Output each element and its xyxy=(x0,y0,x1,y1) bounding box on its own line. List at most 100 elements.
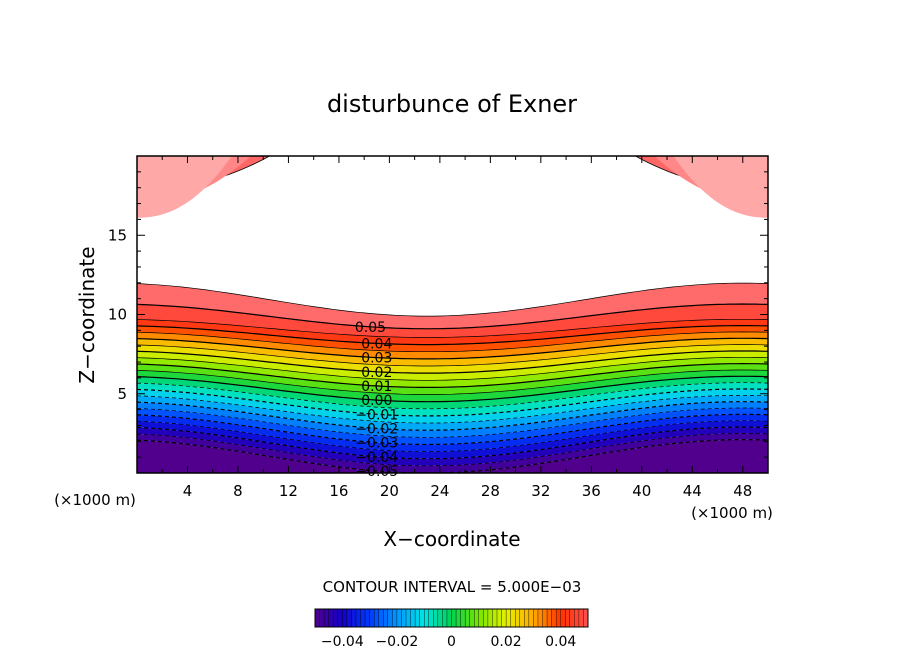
contour-line xyxy=(137,303,768,330)
contour-band xyxy=(137,304,768,338)
x-tick-label: 20 xyxy=(380,482,399,500)
contour-line xyxy=(137,331,768,353)
contour-band xyxy=(137,376,768,409)
colorbar-cell xyxy=(542,608,548,628)
contour-line xyxy=(137,282,768,317)
contour-band xyxy=(137,389,768,424)
x-tick-label: 8 xyxy=(233,482,243,500)
contour-line xyxy=(137,356,768,381)
colorbar-cell xyxy=(501,608,507,628)
colorbar-cell xyxy=(569,608,575,628)
colorbar-cell xyxy=(428,608,434,628)
colorbar-frame xyxy=(314,608,589,628)
colorbar-cell xyxy=(474,608,480,628)
y-tick-label: 10 xyxy=(108,306,127,324)
x-tick-label: 4 xyxy=(183,482,193,500)
contour-band xyxy=(137,395,768,431)
x-tick-label: 24 xyxy=(430,482,449,500)
chart-title: disturbunce of Exner xyxy=(327,90,577,118)
colorbar-cell xyxy=(528,608,534,628)
contour-band xyxy=(137,344,768,374)
colorbar-cell xyxy=(401,608,407,628)
colorbar-cell xyxy=(414,608,421,628)
colorbar-cell xyxy=(323,608,330,628)
x-unit-left: (×1000 m) xyxy=(54,491,136,509)
x-tick-label: 28 xyxy=(481,482,500,500)
contour-band xyxy=(137,325,768,352)
x-tick-label: 40 xyxy=(632,482,651,500)
contour-label: 0.00 xyxy=(361,393,392,409)
contour-label: 0.02 xyxy=(361,365,392,381)
colorbar-cell xyxy=(565,608,571,628)
colorbar-cell xyxy=(460,608,466,628)
x-tick-label: 36 xyxy=(582,482,601,500)
colorbar-cell xyxy=(442,608,448,628)
contour-line xyxy=(137,413,768,446)
contour-band xyxy=(137,439,768,473)
contour-line xyxy=(137,325,768,346)
y-axis-ticks: 5 10 15 xyxy=(108,171,768,458)
contour-line xyxy=(137,388,768,417)
colorbar-cell xyxy=(505,608,512,628)
contour-line xyxy=(137,401,768,431)
colorbar-cell xyxy=(364,608,371,628)
colorbar-cell xyxy=(410,608,416,628)
colorbar-cell xyxy=(392,608,398,628)
colorbar-cell xyxy=(483,608,489,628)
colorbar-cell xyxy=(346,608,352,628)
colorbar-cell xyxy=(314,608,321,628)
colorbar-cell xyxy=(355,608,362,628)
colorbar-cell xyxy=(378,608,384,628)
colorbar-cell xyxy=(369,608,375,628)
colorbar-cell xyxy=(319,608,325,628)
colorbar-cell xyxy=(446,608,453,628)
contour-label: 0.01 xyxy=(361,379,392,395)
colorbar-cell xyxy=(424,608,430,628)
contour-cap xyxy=(673,156,768,218)
colorbar-cell xyxy=(560,608,566,628)
colorbar-cell xyxy=(492,608,498,628)
x-axis-ticks: 4 8 12 16 20 24 28 32 36 40 44 48 xyxy=(161,156,752,500)
colorbar-tick-label: −0.04 xyxy=(321,634,364,650)
colorbar-cell xyxy=(351,608,357,628)
colorbar-cell xyxy=(328,608,334,628)
contour-labels: 0.050.040.030.020.010.00−0.01−0.02−0.03−… xyxy=(355,320,398,480)
colorbar-cell xyxy=(455,608,462,628)
colorbar-cell xyxy=(437,608,443,628)
colorbar-cell xyxy=(337,608,343,628)
y-axis-label: Z−coordinate xyxy=(75,246,99,383)
contour-line xyxy=(137,318,768,338)
x-axis-label: X−coordinate xyxy=(383,527,520,551)
colorbar-cell xyxy=(519,608,525,628)
contour-line xyxy=(137,344,768,367)
colorbar-cell xyxy=(405,608,412,628)
contour-lines xyxy=(137,282,768,473)
contour-line xyxy=(137,337,768,360)
contour-band xyxy=(137,331,768,359)
colorbar-cell xyxy=(551,608,557,628)
colorbar-cell xyxy=(578,608,584,628)
colorbar-cell xyxy=(574,608,580,628)
colorbar-cell xyxy=(537,608,544,628)
colorbar-cell xyxy=(387,608,393,628)
colorbar-cell xyxy=(419,608,425,628)
contour-label: 0.05 xyxy=(355,320,386,336)
contour-line xyxy=(137,407,768,438)
contour-band xyxy=(137,363,768,395)
colorbar-cell xyxy=(433,608,439,628)
contour-band xyxy=(137,283,768,329)
colorbar-cell xyxy=(496,608,503,628)
x-tick-label: 48 xyxy=(733,482,752,500)
plot-area: 0.050.040.030.020.010.00−0.01−0.02−0.03−… xyxy=(108,155,769,500)
contour-line xyxy=(137,362,768,388)
colorbar-cell xyxy=(510,608,516,628)
contour-label: 0.04 xyxy=(361,336,392,352)
colorbar-cell xyxy=(383,608,389,628)
colorbar-cell xyxy=(533,608,539,628)
contour-label: −0.01 xyxy=(355,407,398,423)
contour-band xyxy=(137,433,768,473)
contour-label: 0.03 xyxy=(361,351,392,367)
y-tick-label: 5 xyxy=(117,385,127,403)
colorbar-cell xyxy=(360,608,366,628)
